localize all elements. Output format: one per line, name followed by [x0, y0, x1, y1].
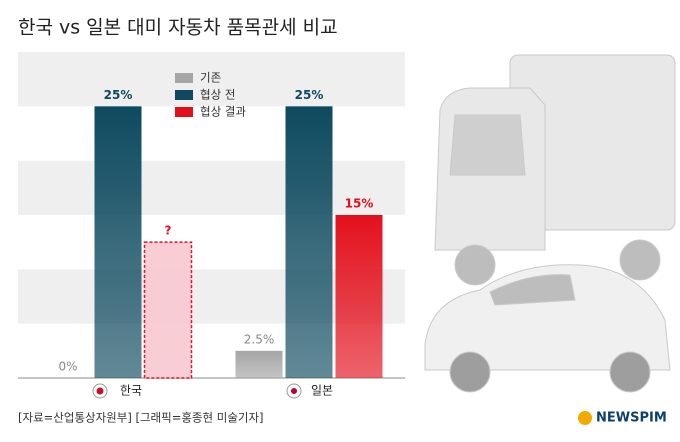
bar: [143, 241, 193, 379]
legend-label: 협상 결과: [200, 105, 246, 119]
grid-band: [18, 160, 405, 215]
legend-label: 기존: [200, 71, 221, 85]
value-label: 0%: [58, 360, 77, 374]
flag-korea: [92, 383, 108, 399]
bar: [94, 106, 142, 378]
bar: [235, 350, 283, 378]
legend-swatch: [175, 90, 193, 100]
value-label: 2.5%: [244, 332, 275, 346]
bar: [335, 215, 383, 378]
x-tick-label: 일본: [311, 384, 333, 398]
legend-swatch: [175, 107, 193, 117]
logo-mark: [578, 411, 592, 425]
x-tick-label: 한국: [120, 384, 142, 398]
legend-swatch: [175, 73, 193, 83]
value-label: 15%: [345, 197, 374, 211]
vehicles-illustration: [424, 54, 676, 393]
bar: [285, 106, 333, 378]
value-label: 25%: [104, 88, 133, 102]
grid-band: [18, 106, 405, 161]
grid-band: [18, 52, 405, 107]
legend-label: 협상 전: [200, 88, 235, 102]
value-label: ?: [165, 224, 172, 238]
chart-title: 한국 vs 일본 대미 자동차 품목관세 비교: [18, 17, 338, 39]
value-label: 25%: [295, 88, 324, 102]
brand: NEWSPIM: [596, 411, 667, 426]
flag-japan: [286, 383, 302, 399]
source: [자료=산업통상자원부] [그래픽=홍종현 미술기자]: [18, 411, 264, 425]
